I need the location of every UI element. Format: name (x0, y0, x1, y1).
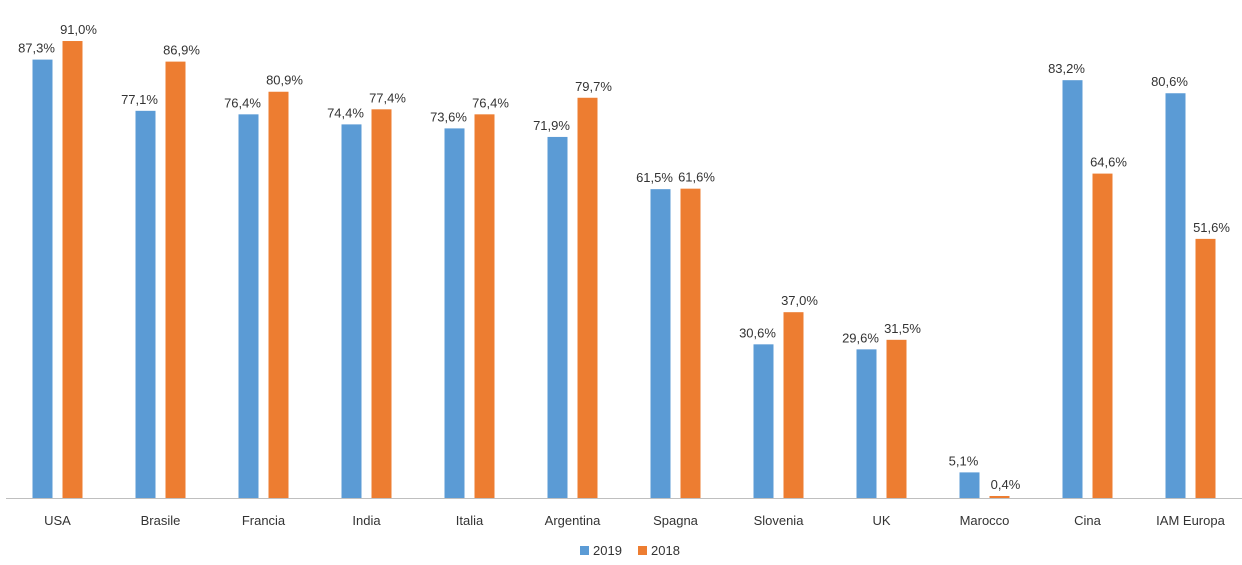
bar-2019-italia (444, 128, 465, 498)
bar-2018-iam-europa (1195, 238, 1216, 498)
data-label-2018-usa: 91,0% (60, 22, 97, 37)
legend-swatch-2019 (580, 546, 589, 555)
bar-2019-brasile (135, 110, 156, 498)
data-label-2019-usa: 87,3% (18, 41, 55, 56)
x-tick-label: USA (44, 513, 71, 528)
bar-2019-argentina (547, 136, 568, 498)
x-tick-label: Marocco (960, 513, 1010, 528)
x-tick-label: Slovenia (754, 513, 805, 528)
data-label-2019-brasile: 77,1% (121, 92, 158, 107)
bar-2019-uk (856, 349, 877, 498)
data-label-2018-marocco: 0,4% (991, 477, 1021, 492)
data-labels-layer: 87,3% 91,0% 77,1% 86,9% 76,4% 80,9% 74,4% 77,4%… (18, 22, 1230, 492)
data-label-2019-uk: 29,6% (842, 330, 879, 345)
bar-2018-spagna (680, 188, 701, 498)
data-label-2018-uk: 31,5% (884, 321, 921, 336)
data-label-2018-spagna: 61,6% (678, 170, 715, 185)
bar-2018-slovenia (783, 312, 804, 498)
data-label-2019-cina: 83,2% (1048, 61, 1085, 76)
data-label-2019-iam-europa: 80,6% (1151, 74, 1188, 89)
data-label-2019-argentina: 71,9% (533, 118, 570, 133)
legend-swatch-2018 (638, 546, 647, 555)
bar-2019-cina (1062, 80, 1083, 498)
data-label-2019-india: 74,4% (327, 105, 364, 120)
data-label-2018-iam-europa: 51,6% (1193, 220, 1230, 235)
data-label-2018-india: 77,4% (369, 90, 406, 105)
bar-2018-brasile (165, 61, 186, 498)
data-label-2018-cina: 64,6% (1090, 155, 1127, 170)
bar-2018-uk (886, 339, 907, 498)
x-tick-label: Spagna (653, 513, 699, 528)
data-label-2019-italia: 73,6% (430, 109, 467, 124)
legend-label-2019: 2019 (593, 543, 622, 558)
data-label-2018-slovenia: 37,0% (781, 293, 818, 308)
x-tick-label: Cina (1074, 513, 1102, 528)
x-tick-label: Francia (242, 513, 286, 528)
x-tick-label: Argentina (545, 513, 601, 528)
bar-2019-iam-europa (1165, 93, 1186, 498)
data-label-2018-italia: 76,4% (472, 95, 509, 110)
legend: 2019 2018 (580, 543, 680, 558)
bar-2019-marocco (959, 472, 980, 498)
bar-2018-cina (1092, 173, 1113, 499)
x-tick-label: Brasile (141, 513, 181, 528)
bar-2018-marocco (989, 495, 1010, 498)
data-label-2018-argentina: 79,7% (575, 79, 612, 94)
bar-2018-india (371, 109, 392, 499)
bar-2019-usa (32, 59, 53, 498)
data-label-2018-francia: 80,9% (266, 73, 303, 88)
x-tick-label: Italia (456, 513, 484, 528)
x-tick-label: India (352, 513, 381, 528)
bar-2019-india (341, 124, 362, 499)
bars-layer (32, 41, 1216, 499)
data-label-2019-marocco: 5,1% (949, 453, 979, 468)
data-label-2019-slovenia: 30,6% (739, 325, 776, 340)
bar-2019-francia (238, 114, 259, 499)
bar-2018-italia (474, 114, 495, 499)
x-tick-labels: USA Brasile Francia India Italia Argentina Spa… (44, 513, 1225, 528)
bar-2019-slovenia (753, 344, 774, 498)
data-label-2019-spagna: 61,5% (636, 170, 673, 185)
x-tick-label: UK (872, 513, 890, 528)
data-label-2018-brasile: 86,9% (163, 43, 200, 58)
bar-2018-argentina (577, 97, 598, 498)
x-tick-label: IAM Europa (1156, 513, 1225, 528)
bar-2018-usa (62, 41, 83, 499)
legend-label-2018: 2018 (651, 543, 680, 558)
bar-2019-spagna (650, 189, 671, 499)
bar-2018-francia (268, 91, 289, 498)
data-label-2019-francia: 76,4% (224, 95, 261, 110)
